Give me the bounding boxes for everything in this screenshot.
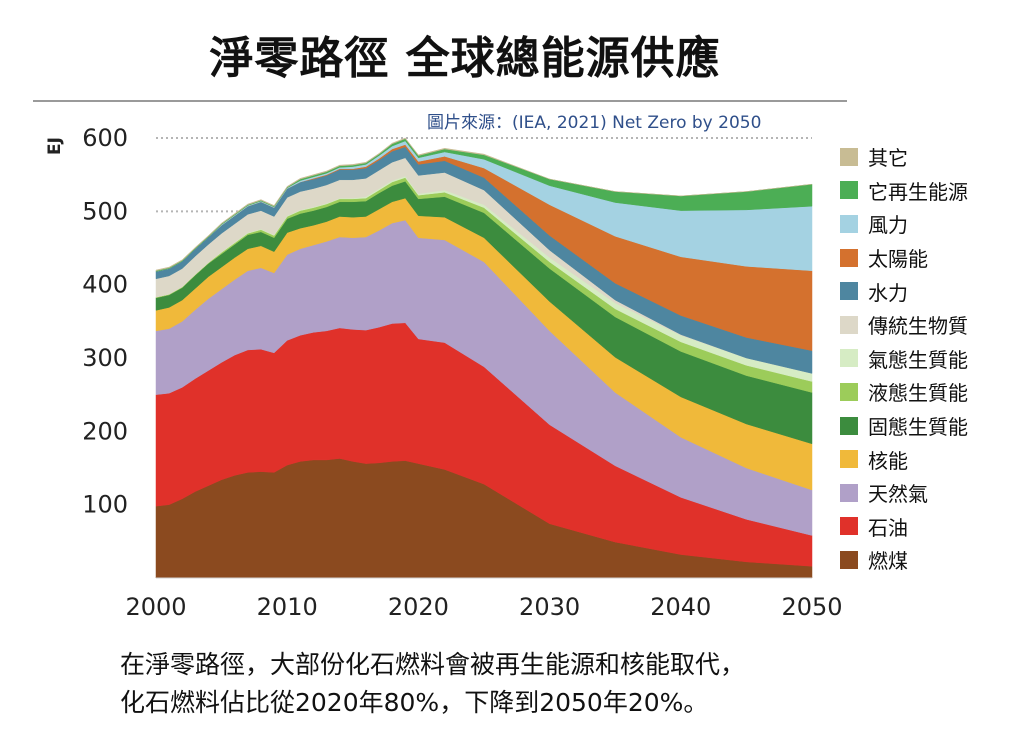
- image-source-note: 圖片來源：(IEA, 2021) Net Zero by 2050: [427, 113, 762, 133]
- legend-item: 天然氣: [840, 476, 1020, 510]
- legend-item: 傳統生物質: [840, 308, 1020, 342]
- legend-label: 石油: [868, 515, 908, 540]
- y-tick-label-500: 500: [82, 197, 128, 225]
- legend-swatch: [840, 181, 858, 200]
- y-tick-label-200: 200: [82, 417, 128, 445]
- legend-swatch: [840, 450, 858, 469]
- y-tick-label-300: 300: [82, 344, 128, 372]
- legend-label: 氣態生質能: [868, 347, 968, 372]
- legend-label: 固態生質能: [868, 415, 968, 440]
- y-tick-label-400: 400: [82, 271, 128, 299]
- legend-swatch: [840, 349, 858, 368]
- title-divider: [33, 100, 847, 102]
- legend-item: 其它: [840, 140, 1020, 174]
- y-axis-label: EJ: [45, 137, 65, 155]
- legend-swatch: [840, 282, 858, 301]
- legend-swatch: [840, 416, 858, 435]
- legend-item: 核能: [840, 442, 1020, 476]
- legend-item: 水力: [840, 274, 1020, 308]
- legend-label: 傳統生物質: [868, 314, 968, 339]
- legend-item: 固態生質能: [840, 409, 1020, 443]
- legend-swatch: [840, 248, 858, 267]
- caption-line-1: 在淨零路徑，大部份化石燃料會被再生能源和核能取代，: [120, 650, 746, 679]
- legend-label: 天然氣: [868, 482, 928, 507]
- chart-legend: 其它它再生能源風力太陽能水力傳統生物質氣態生質能液態生質能固態生質能核能天然氣石…: [840, 140, 1020, 577]
- x-tick-label-2040: 2040: [650, 593, 711, 621]
- legend-label: 水力: [868, 280, 908, 305]
- legend-swatch: [840, 382, 858, 401]
- legend-label: 核能: [868, 448, 908, 473]
- legend-swatch: [840, 147, 858, 166]
- legend-swatch: [840, 550, 858, 569]
- legend-label: 太陽能: [868, 247, 928, 272]
- legend-item: 它再生能源: [840, 174, 1020, 208]
- y-tick-label-600: 600: [82, 124, 128, 152]
- page-title: 淨零路徑 全球總能源供應: [209, 33, 721, 84]
- legend-swatch: [840, 315, 858, 334]
- legend-swatch: [840, 517, 858, 536]
- x-tick-label-2020: 2020: [388, 593, 449, 621]
- legend-item: 液態生質能: [840, 375, 1020, 409]
- caption-line-2: 化石燃料佔比從2020年80%，下降到2050年20%。: [120, 688, 709, 717]
- legend-item: 風力: [840, 207, 1020, 241]
- y-tick-label-100: 100: [82, 491, 128, 519]
- legend-item: 氣態生質能: [840, 342, 1020, 376]
- legend-swatch: [840, 214, 858, 233]
- legend-item: 燃煤: [840, 543, 1020, 577]
- x-tick-label-2030: 2030: [519, 593, 580, 621]
- legend-label: 燃煤: [868, 549, 908, 574]
- x-tick-label-2010: 2010: [257, 593, 318, 621]
- x-tick-label-2000: 2000: [125, 593, 186, 621]
- legend-item: 石油: [840, 510, 1020, 544]
- legend-label: 液態生質能: [868, 381, 968, 406]
- legend-swatch: [840, 483, 858, 502]
- caption: 在淨零路徑，大部份化石燃料會被再生能源和核能取代， 化石燃料佔比從2020年80…: [120, 646, 1000, 722]
- legend-label: 其它: [868, 146, 908, 171]
- legend-label: 它再生能源: [868, 179, 968, 204]
- area-series-12: [155, 137, 813, 272]
- x-tick-label-2050: 2050: [781, 593, 842, 621]
- legend-label: 風力: [868, 213, 908, 238]
- legend-item: 太陽能: [840, 241, 1020, 275]
